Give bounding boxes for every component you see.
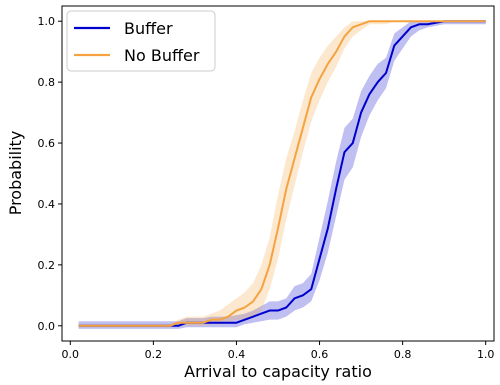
y-tick-label: 0.6 [38, 137, 56, 150]
legend-label-no-buffer: No Buffer [124, 46, 200, 65]
y-tick-label: 0.8 [38, 76, 56, 89]
x-axis: 0.0 0.2 0.4 0.6 0.8 1.0 [62, 341, 495, 361]
series-line-no-buffer [78, 20, 486, 327]
x-tick-label: 0.2 [145, 348, 163, 361]
x-tick-label: 0.0 [62, 348, 80, 361]
y-axis: 0.0 0.2 0.4 0.6 0.8 1.0 [38, 15, 62, 333]
legend-label-buffer: Buffer [124, 19, 173, 38]
x-tick-label: 0.6 [311, 348, 329, 361]
y-tick-label: 1.0 [38, 15, 56, 28]
series-line-buffer [78, 20, 486, 327]
y-tick-label: 0.2 [38, 259, 56, 272]
y-axis-label: Probability [6, 131, 25, 216]
plot-area [78, 20, 486, 329]
x-tick-label: 0.8 [394, 348, 412, 361]
y-tick-label: 0.0 [38, 320, 56, 333]
x-tick-label: 1.0 [477, 348, 495, 361]
x-tick-label: 0.4 [228, 348, 246, 361]
x-axis-label: Arrival to capacity ratio [184, 362, 372, 381]
y-tick-label: 0.4 [38, 198, 56, 211]
legend: Buffer No Buffer [66, 10, 216, 72]
plot-frame [61, 5, 495, 342]
